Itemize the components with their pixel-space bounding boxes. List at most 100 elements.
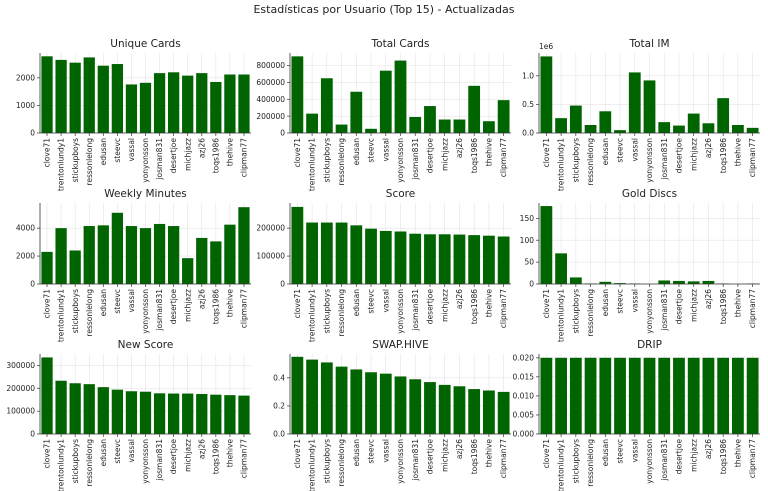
category-label: desertjoe: [426, 289, 435, 325]
bar: [483, 235, 495, 284]
category-label: edusan: [352, 138, 361, 166]
category-label: edusan: [352, 439, 361, 467]
category-label: desertjoe: [169, 439, 178, 475]
category-label: ressonlelong: [85, 289, 94, 337]
bar: [97, 387, 109, 434]
category-label: vassal: [381, 289, 390, 313]
bar: [139, 391, 152, 434]
bar: [350, 91, 363, 133]
category-label: desertjoe: [426, 439, 435, 475]
category-label: stickupboys: [71, 289, 80, 333]
bar: [306, 359, 318, 434]
bar: [224, 395, 236, 434]
category-label: ressonlelong: [586, 289, 595, 337]
category-label: ressonlelong: [337, 439, 346, 487]
bar: [673, 280, 685, 284]
category-label: trentonlundy1: [308, 439, 317, 491]
category-label: toqs1986: [719, 289, 728, 325]
bar: [540, 357, 553, 434]
category-label: thehive: [485, 439, 494, 468]
bar: [702, 357, 715, 434]
category-label: edusan: [601, 439, 610, 467]
y-tick-label: 0.015: [513, 372, 535, 381]
category-label: steevc: [367, 289, 376, 314]
bar: [643, 357, 656, 434]
category-label: thehive: [734, 138, 743, 167]
bar: [569, 277, 582, 284]
bar: [497, 100, 510, 133]
bar: [320, 222, 333, 284]
bar: [687, 357, 700, 434]
category-label: toqs1986: [719, 138, 728, 174]
bar: [702, 280, 715, 284]
bar: [584, 125, 597, 133]
category-label: trentonlundy1: [57, 289, 66, 342]
figure-suptitle: Estadísticas por Usuario (Top 15) - Actu…: [253, 3, 514, 16]
bar: [97, 65, 109, 133]
category-label: michjazz: [183, 138, 192, 171]
category-label: clipman77: [748, 289, 757, 328]
category-label: azj26: [455, 439, 464, 459]
bar: [643, 80, 656, 133]
chart-panel: 0 50 100 150 clove71 trentonlundy1 stickupboys…: [520, 188, 760, 342]
chart-panel: 0 100000 200000 300000 clove71 trentonlundy1 s…: [6, 339, 251, 491]
bar: [210, 81, 222, 133]
category-label: josman831: [155, 138, 164, 181]
category-label: yonyonsson: [396, 439, 405, 484]
category-label: desertjoe: [675, 289, 684, 325]
bar: [687, 113, 700, 133]
category-label: clipman77: [240, 138, 249, 177]
category-label: clove71: [293, 439, 302, 469]
category-label: josman831: [411, 289, 420, 332]
bar: [291, 56, 304, 133]
y-tick-label: 0: [30, 280, 35, 289]
y-tick-label: 0.010: [513, 392, 535, 401]
category-label: trentonlundy1: [308, 138, 317, 191]
category-label: desertjoe: [675, 138, 684, 174]
y-tick-label: 600000: [256, 78, 285, 87]
category-label: toqs1986: [211, 439, 220, 475]
bar: [628, 72, 641, 133]
bar: [335, 366, 348, 434]
chart-title: Unique Cards: [110, 38, 180, 50]
chart-title: Total IM: [628, 38, 669, 50]
bar: [182, 75, 194, 133]
category-label: edusan: [601, 138, 610, 166]
bar: [614, 357, 626, 434]
category-label: clipman77: [499, 289, 508, 328]
y-tick-label: 0.4: [273, 373, 285, 382]
category-label: azj26: [704, 439, 713, 459]
bar: [599, 281, 612, 284]
bar: [291, 356, 304, 434]
category-label: clove71: [542, 138, 551, 168]
bar: [497, 391, 510, 434]
category-label: thehive: [226, 289, 235, 318]
category-label: vassal: [127, 289, 136, 313]
category-label: ressonlelong: [586, 439, 595, 487]
y-tick-label: 0: [30, 430, 35, 439]
category-label: trentonlundy1: [557, 439, 566, 491]
category-label: trentonlundy1: [308, 289, 317, 342]
category-label: clipman77: [240, 439, 249, 478]
category-label: edusan: [99, 439, 108, 467]
bar: [732, 357, 744, 434]
category-label: clove71: [293, 138, 302, 168]
bar: [453, 386, 466, 434]
bar: [210, 394, 222, 434]
category-label: yonyonsson: [645, 289, 654, 334]
chart-title: Gold Discs: [622, 188, 677, 200]
bar: [55, 228, 67, 284]
category-label: clipman77: [499, 138, 508, 177]
y-tick-label: 100000: [6, 407, 35, 416]
category-label: clove71: [43, 138, 52, 168]
y-tick-label: 0: [280, 129, 285, 138]
y-tick-label: 150: [520, 214, 535, 223]
chart-title: DRIP: [637, 339, 662, 351]
bar: [97, 225, 109, 284]
y-tick-label: 200000: [256, 112, 285, 121]
bar: [717, 98, 730, 133]
bar: [424, 234, 436, 284]
y-tick-label: 0.005: [513, 411, 535, 420]
bar: [365, 372, 377, 434]
